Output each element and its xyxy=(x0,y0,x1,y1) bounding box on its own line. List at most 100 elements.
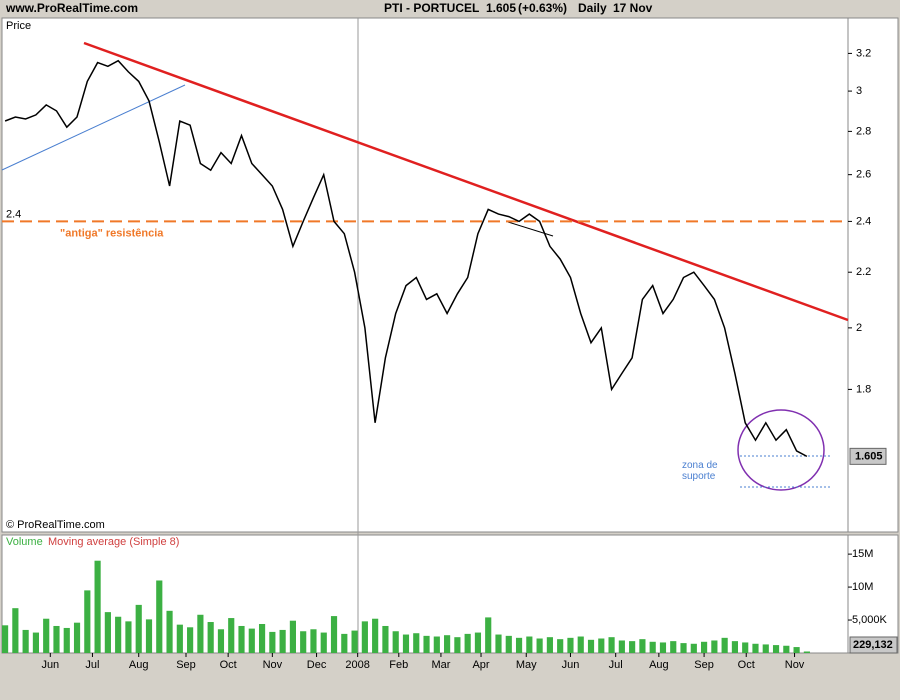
x-tick-label: Apr xyxy=(472,659,489,671)
volume-bar xyxy=(659,642,667,653)
x-tick-label: Nov xyxy=(263,659,283,671)
ma-label: Moving average (Simple 8) xyxy=(48,536,179,548)
volume-bar xyxy=(608,637,615,653)
y-tick-label: 5,000K xyxy=(852,614,888,626)
volume-bar xyxy=(382,625,389,653)
volume-bar xyxy=(135,604,142,653)
price-panel xyxy=(1,17,849,533)
support-ellipse xyxy=(737,409,825,491)
volume-bar xyxy=(701,641,708,653)
y-tick-label: 2 xyxy=(856,322,862,334)
y-tick-label: 3 xyxy=(856,85,862,97)
volume-bar xyxy=(125,621,132,653)
volume-panel xyxy=(1,534,849,654)
volume-bar xyxy=(752,643,759,653)
x-tick-label: Aug xyxy=(129,659,149,671)
volume-bar xyxy=(217,629,225,653)
y-tick-label: 2.2 xyxy=(856,266,871,278)
x-tick-label: Nov xyxy=(785,659,805,671)
volume-bar xyxy=(351,630,358,653)
x-tick-label: Sep xyxy=(176,659,196,671)
x-tick-label: Jul xyxy=(85,659,99,671)
x-tick-label: 2008 xyxy=(345,659,369,671)
volume-bar xyxy=(258,623,266,653)
volume-bar xyxy=(104,612,111,653)
last-price: 1.605 xyxy=(486,1,516,15)
volume-bar xyxy=(94,560,101,653)
volume-bar xyxy=(372,618,379,653)
resistance-label: "antiga" resistência xyxy=(60,227,164,239)
y-tick-label: 2.8 xyxy=(856,125,871,137)
copyright: © ProRealTime.com xyxy=(6,519,105,531)
x-tick-label: Jun xyxy=(41,659,59,671)
volume-bar xyxy=(505,635,512,653)
volume-bar xyxy=(392,631,399,653)
volume-bar xyxy=(495,634,502,653)
volume-bar xyxy=(207,622,214,653)
volume-bar xyxy=(32,632,40,653)
volume-bar xyxy=(310,629,317,653)
volume-bar xyxy=(176,624,183,653)
volume-bar xyxy=(577,636,584,653)
x-tick-label: Mar xyxy=(431,659,450,671)
volume-bar xyxy=(464,633,471,653)
volume-bar xyxy=(598,638,605,653)
volume-bar xyxy=(43,618,50,653)
volume-bar xyxy=(228,618,235,653)
y-tick-label: 1.8 xyxy=(856,383,871,395)
volume-bar xyxy=(12,608,19,653)
volume-bar xyxy=(197,614,204,653)
x-tick-label: Feb xyxy=(389,659,408,671)
volume-bar xyxy=(680,643,687,653)
volume-bar xyxy=(53,625,60,653)
y-tick-label: 2.6 xyxy=(856,169,871,181)
volume-bar xyxy=(783,645,790,653)
volume-bar xyxy=(567,637,574,653)
volume-bar xyxy=(238,625,245,653)
last-volume-box xyxy=(849,636,898,654)
site: www.ProRealTime.com xyxy=(5,1,138,15)
volume-bar xyxy=(557,639,564,653)
trendline-resistance xyxy=(83,41,849,322)
x-tick-label: Jun xyxy=(562,659,580,671)
y-tick-label: 3.2 xyxy=(856,47,871,59)
last-price-box xyxy=(849,447,887,465)
volume-bar xyxy=(772,645,780,653)
volume-bar xyxy=(629,641,636,653)
volume-bar xyxy=(649,641,656,653)
volume-bar xyxy=(803,651,810,653)
volume-bar xyxy=(721,637,728,653)
volume-bar xyxy=(711,640,718,653)
x-tick-label: Oct xyxy=(220,659,237,671)
volume-bar xyxy=(762,644,769,653)
y-tick-label: 10M xyxy=(852,581,873,593)
volume-bar xyxy=(330,616,338,653)
volume-bar xyxy=(361,621,368,653)
volume-bar xyxy=(341,633,348,653)
volume-bar xyxy=(300,631,307,653)
volume-bar xyxy=(279,629,286,653)
flag-line xyxy=(507,221,554,237)
volume-bar xyxy=(474,632,482,653)
price-axis-panel xyxy=(847,17,899,533)
volume-label: Volume xyxy=(6,536,43,548)
ticker: PTI - PORTUCEL xyxy=(384,1,479,15)
last-price-label: 1.605 xyxy=(855,450,883,462)
volume-bar xyxy=(187,627,194,653)
volume-bar xyxy=(145,619,153,653)
volume-bar xyxy=(248,628,255,653)
x-tick-label: Aug xyxy=(649,659,669,671)
x-tick-label: May xyxy=(516,659,537,671)
volume-bar xyxy=(515,637,523,653)
volume-bar xyxy=(84,590,91,653)
resistance-value: 2.4 xyxy=(6,208,21,220)
y-label: Price xyxy=(6,20,31,32)
volume-bar xyxy=(115,616,122,653)
volume-bar xyxy=(413,633,420,653)
volume-bar xyxy=(289,620,296,653)
volume-bar xyxy=(433,636,440,653)
date: 17 Nov xyxy=(613,1,653,15)
support-label: zona de suporte xyxy=(682,460,718,482)
